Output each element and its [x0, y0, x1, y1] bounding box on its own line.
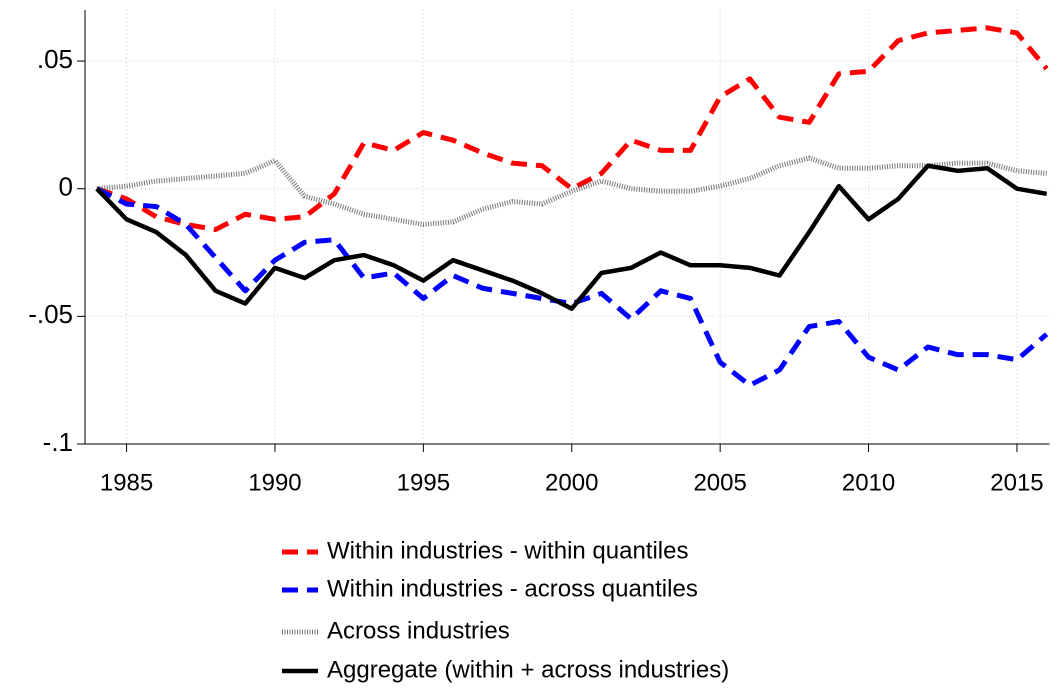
x-tick-label: 1985 [100, 469, 153, 496]
legend-label: Within industries - across quantiles [327, 575, 698, 602]
legend-label: Across industries [327, 617, 510, 644]
series-line [95, 186, 1049, 388]
y-tick-label: 0 [59, 172, 73, 202]
x-tick-label: 2010 [842, 469, 895, 496]
legend-label: Aggregate (within + across industries) [327, 656, 729, 683]
y-tick-label: .05 [37, 44, 73, 74]
series-line [95, 163, 1048, 311]
y-tick-label: -.1 [43, 427, 73, 457]
x-tick-label: 2015 [990, 469, 1043, 496]
x-tick-label: 2000 [545, 469, 598, 496]
y-tick-label: -.05 [28, 299, 73, 329]
series-line [96, 155, 1047, 227]
legend-label: Within industries - within quantiles [327, 537, 689, 564]
x-tick-label: 1995 [397, 469, 450, 496]
x-tick-label: 2005 [693, 469, 746, 496]
x-tick-label: 1990 [248, 469, 301, 496]
